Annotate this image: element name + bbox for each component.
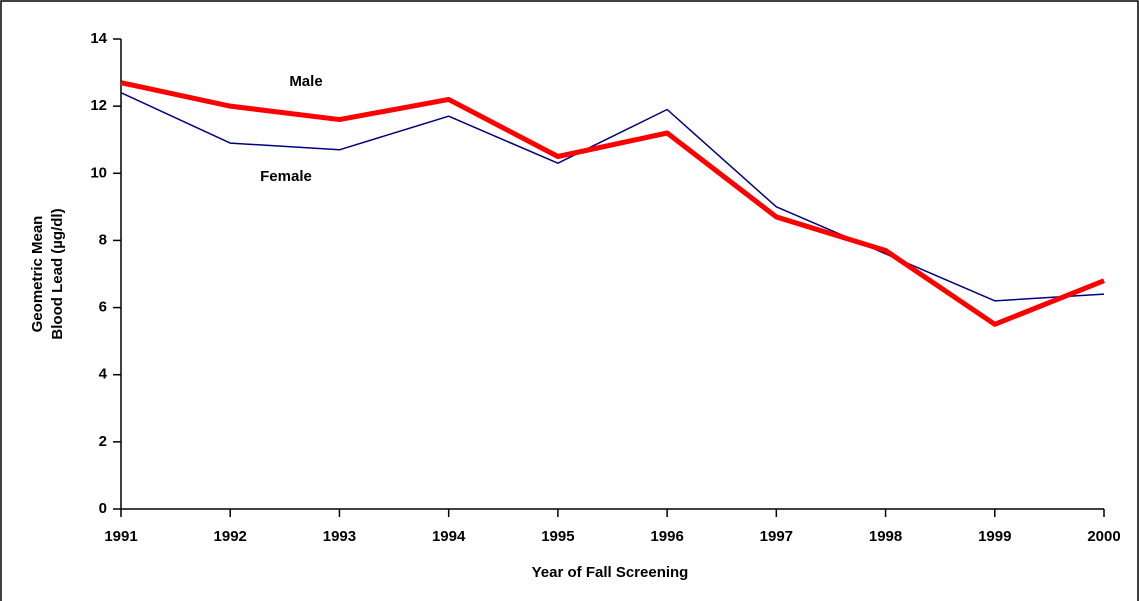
y-axis-label-line: Blood Lead (µg/dl) [49, 208, 66, 339]
x-tick-label: 1992 [214, 528, 247, 545]
x-tick-label: 2000 [1087, 528, 1120, 545]
series-line [120, 80, 1105, 327]
y-tick-label: 6 [99, 299, 107, 316]
x-tick-label: 1996 [650, 528, 683, 545]
y-tick-label: 2 [99, 433, 107, 450]
x-axis-label: Year of Fall Screening [532, 564, 689, 581]
x-tick-label: 1991 [104, 528, 137, 545]
x-tick-label: 1993 [323, 528, 356, 545]
x-tick-label: 1997 [760, 528, 793, 545]
series-line [120, 92, 1105, 302]
y-tick-label: 10 [90, 164, 107, 181]
y-axis-label-line: Geometric Mean [29, 216, 46, 333]
series-label: Female [260, 168, 312, 185]
y-tick-label: 4 [99, 366, 108, 383]
y-tick-label: 8 [99, 231, 107, 248]
y-tick-label: 0 [99, 500, 107, 517]
x-tick-label: 1995 [541, 528, 574, 545]
x-tick-label: 1998 [869, 528, 902, 545]
y-tick-label: 12 [90, 97, 107, 114]
series-label: Male [289, 73, 322, 90]
y-tick-label: 14 [90, 30, 107, 47]
x-tick-label: 1994 [432, 528, 466, 545]
y-axis-label: Geometric Mean Blood Lead (µg/dl) [29, 208, 66, 339]
x-tick-label: 1999 [978, 528, 1011, 545]
